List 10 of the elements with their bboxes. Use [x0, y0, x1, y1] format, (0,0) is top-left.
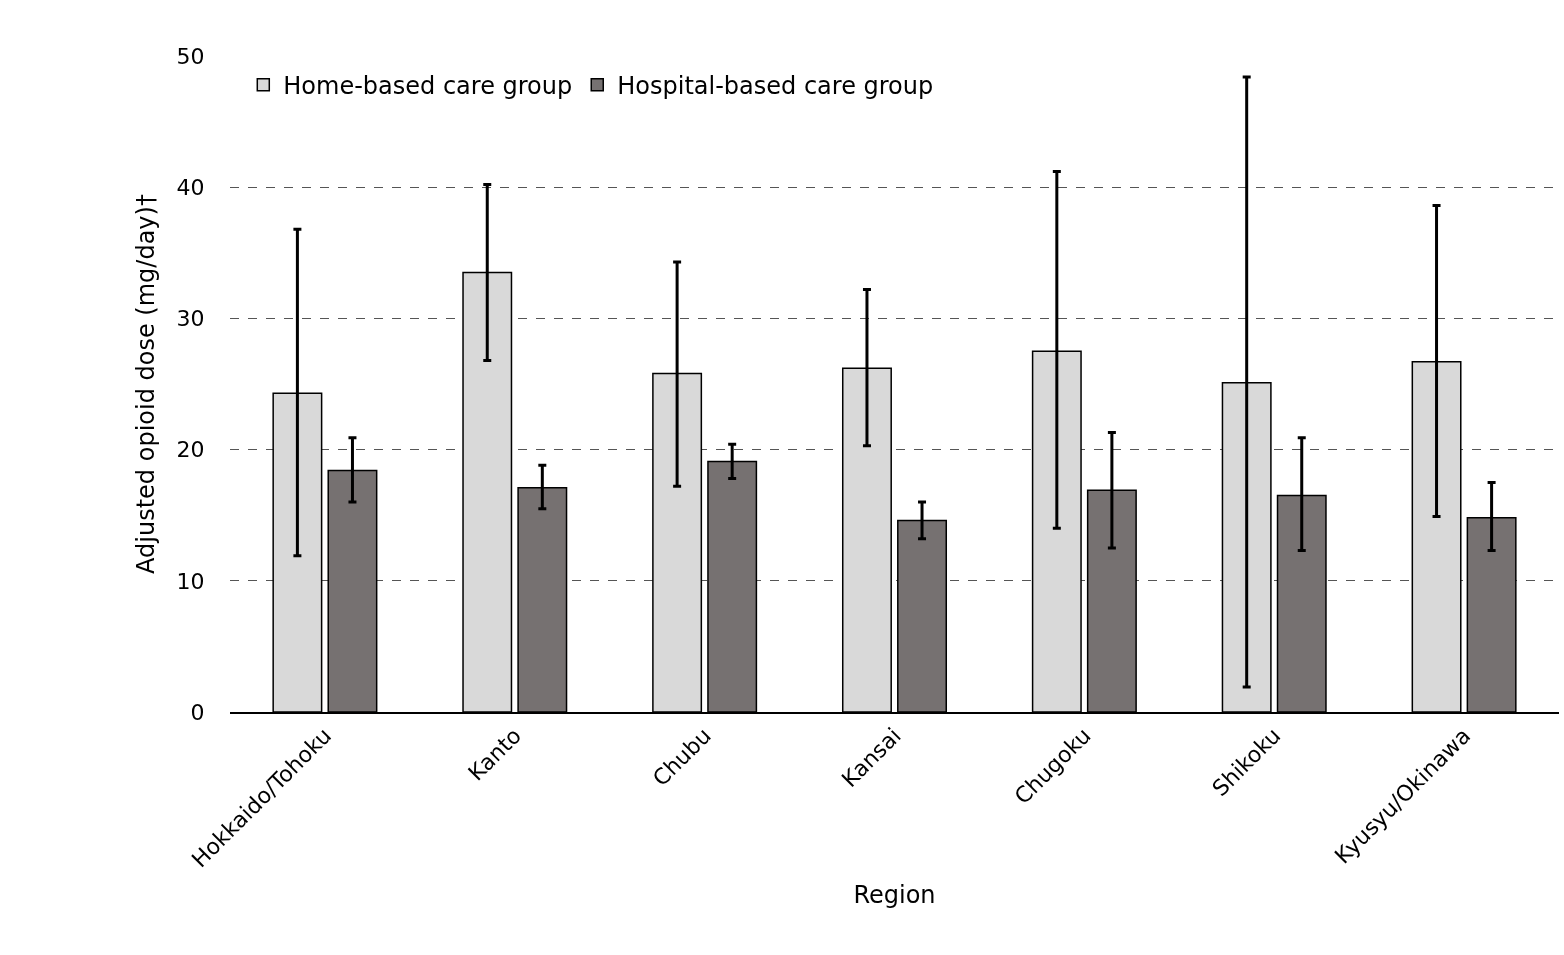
y-tick-label: 50	[176, 43, 205, 69]
y-tick-label: 30	[176, 306, 205, 332]
legend-label: Home-based care group	[283, 72, 573, 101]
y-tick-label: 0	[190, 699, 205, 725]
y-axis-title: Adjusted opioid dose (mg/day)†	[131, 194, 160, 574]
legend-label: Hospital-based care group	[617, 72, 934, 101]
y-tick-label: 20	[176, 437, 205, 463]
y-tick-label: 40	[176, 174, 205, 200]
x-axis-title: Region	[853, 881, 936, 910]
y-tick-label: 10	[176, 568, 205, 594]
